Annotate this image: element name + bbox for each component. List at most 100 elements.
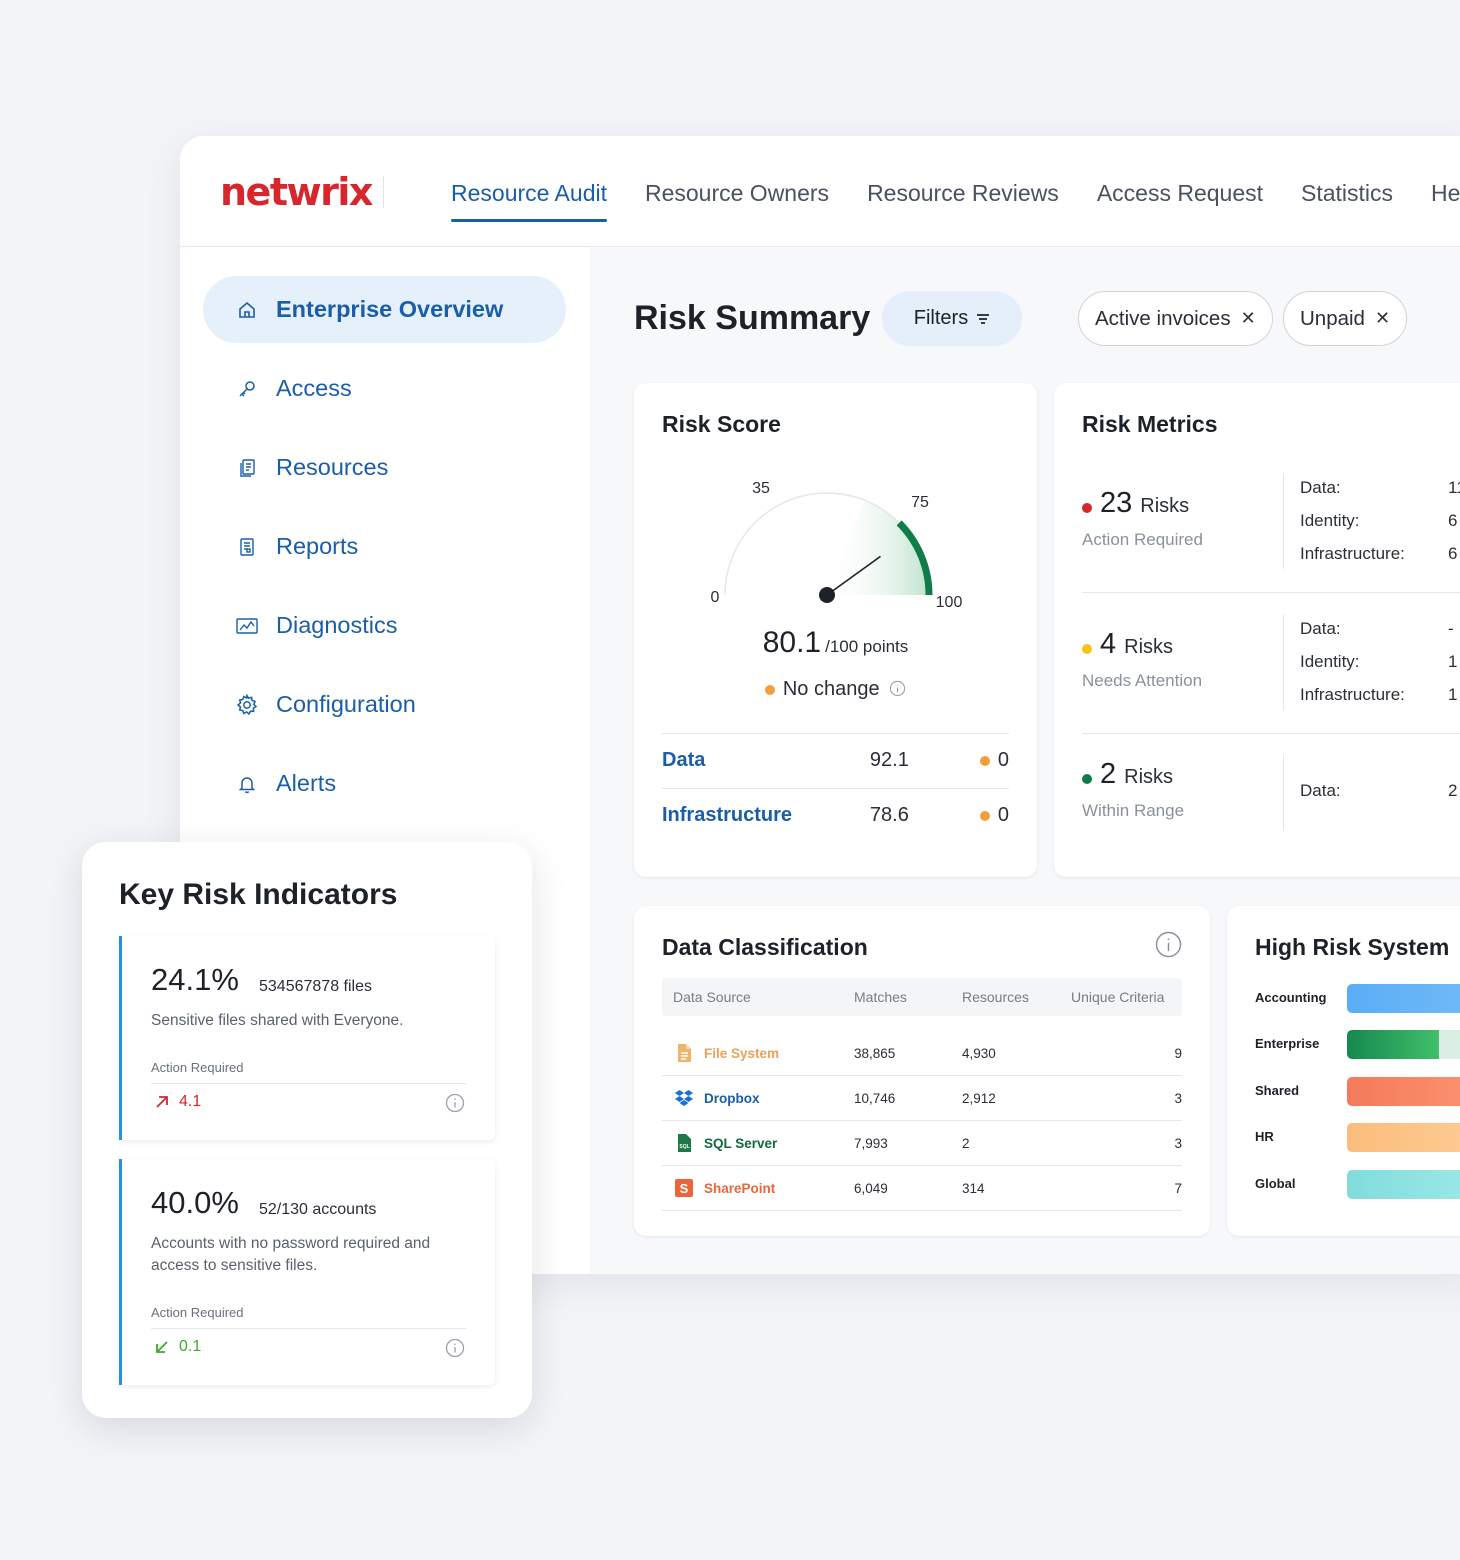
gauge-fill bbox=[827, 500, 929, 595]
sidebar-item-alerts[interactable]: Alerts bbox=[203, 750, 566, 817]
filter-chip-unpaid[interactable]: Unpaid ✕ bbox=[1283, 291, 1408, 346]
score-value: 80.1/100 points bbox=[634, 626, 1037, 660]
nav-resource-audit[interactable]: Resource Audit bbox=[451, 136, 607, 247]
kri-card[interactable]: 24.1% 534567878 files Sensitive files sh… bbox=[119, 936, 495, 1140]
filters-label: Filters bbox=[913, 307, 969, 329]
nav-resource-reviews[interactable]: Resource Reviews bbox=[867, 180, 1059, 206]
gauge-tick-label: 100 bbox=[936, 594, 963, 611]
sidebar-item-enterprise-overview[interactable]: Enterprise Overview bbox=[203, 276, 566, 343]
metric-word: Risks bbox=[1140, 495, 1190, 517]
nav-statistics[interactable]: Statistics bbox=[1301, 180, 1394, 206]
system-label: Global bbox=[1255, 1176, 1296, 1191]
score-row-value: 78.6 bbox=[869, 804, 909, 826]
sidebar-item-reports[interactable]: Reports bbox=[203, 513, 566, 580]
metric-details: Data: 11 Identity: 6 Infrastructure: 6 bbox=[1300, 471, 1460, 570]
metric-word: Risks bbox=[1124, 766, 1174, 788]
criteria-value: 9 bbox=[1174, 1046, 1182, 1061]
chip-label: Unpaid bbox=[1300, 306, 1365, 330]
main-content: Risk Summary Filters Active invoices ✕ U… bbox=[590, 247, 1460, 1274]
close-icon[interactable]: ✕ bbox=[1374, 308, 1391, 328]
info-icon[interactable] bbox=[445, 1093, 465, 1113]
info-icon[interactable] bbox=[1155, 931, 1182, 958]
risk-bar bbox=[1347, 1077, 1460, 1106]
table-row[interactable]: S SharePoint 6,049 314 7 bbox=[662, 1166, 1182, 1211]
home-icon bbox=[236, 299, 258, 321]
sidebar-item-label: Alerts bbox=[276, 770, 337, 796]
matches-value: 6,049 bbox=[854, 1181, 888, 1196]
trend-value: 4.1 bbox=[179, 1093, 202, 1110]
detail-key: Data: bbox=[1300, 781, 1341, 800]
data-source-name[interactable]: File System bbox=[704, 1046, 780, 1061]
table-row[interactable]: Dropbox 10,746 2,912 3 bbox=[662, 1076, 1182, 1121]
detail-key: Data: bbox=[1300, 478, 1341, 497]
sidebar-item-label: Access bbox=[276, 375, 352, 401]
data-source-name[interactable]: Dropbox bbox=[704, 1091, 760, 1106]
kri-description: Accounts with no password required and a… bbox=[151, 1235, 431, 1274]
divider bbox=[151, 1328, 466, 1329]
detail-value: 6 bbox=[1448, 511, 1458, 530]
detail-row: Infrastructure: 6 bbox=[1300, 537, 1460, 570]
table-row[interactable]: File System 38,865 4,930 9 bbox=[662, 1031, 1182, 1076]
netwrix-logo[interactable]: netwrix bbox=[220, 170, 373, 214]
sidebar-item-label: Reports bbox=[276, 533, 359, 559]
detail-row: Identity: 1 bbox=[1300, 645, 1460, 678]
detail-row: Identity: 6 bbox=[1300, 504, 1460, 537]
detail-row: Data: 2 bbox=[1300, 774, 1460, 807]
data-classification-card: Data Classification Data Source Matches … bbox=[634, 906, 1210, 1236]
data-source-name[interactable]: SharePoint bbox=[704, 1181, 776, 1196]
arrow-up-right-icon bbox=[156, 1096, 168, 1108]
sql-icon: SQL bbox=[678, 1134, 691, 1152]
column-header[interactable]: Data Source bbox=[673, 989, 751, 1005]
divider bbox=[1283, 614, 1284, 710]
change-value: 0 bbox=[997, 749, 1010, 771]
score-row-label[interactable]: Infrastructure bbox=[662, 804, 793, 826]
column-header[interactable]: Unique Criteria bbox=[1071, 989, 1165, 1005]
nav-resource-owners[interactable]: Resource Owners bbox=[644, 180, 830, 206]
risk-bar bbox=[1347, 984, 1460, 1013]
nav-help[interactable]: He bbox=[1431, 180, 1460, 206]
sidebar-item-resources[interactable]: Resources bbox=[203, 434, 566, 501]
detail-key: Data: bbox=[1300, 619, 1341, 638]
risk-bar bbox=[1347, 1123, 1460, 1152]
gauge-needle bbox=[826, 555, 881, 596]
detail-value: 11 bbox=[1448, 478, 1460, 497]
sidebar-item-diagnostics[interactable]: Diagnostics bbox=[203, 592, 566, 659]
column-header[interactable]: Resources bbox=[962, 989, 1029, 1005]
kri-card[interactable]: 40.0% 52/130 accounts Accounts with no p… bbox=[119, 1159, 495, 1385]
change-dot bbox=[979, 810, 990, 821]
column-header[interactable]: Matches bbox=[854, 989, 907, 1005]
metric-count: 4 bbox=[1100, 628, 1117, 660]
sidebar-item-configuration[interactable]: Configuration bbox=[203, 671, 566, 738]
trend-value: 0.1 bbox=[179, 1338, 202, 1355]
gear-icon bbox=[236, 693, 258, 716]
score-number: 80.1 bbox=[762, 626, 822, 659]
table-header: Data Source Matches Resources Unique Cri… bbox=[662, 978, 1182, 1016]
detail-value: 1 bbox=[1448, 685, 1458, 704]
nav-access-request[interactable]: Access Request bbox=[1096, 180, 1264, 206]
sidebar-item-access[interactable]: Access bbox=[203, 355, 566, 422]
criteria-value: 3 bbox=[1174, 1136, 1182, 1151]
kri-count: 534567878 files bbox=[259, 978, 372, 995]
top-bar: netwrix Resource Audit Resource Owners R… bbox=[180, 136, 1460, 247]
dropbox-icon bbox=[675, 1090, 693, 1106]
data-source-name[interactable]: SQL Server bbox=[704, 1136, 778, 1151]
criteria-value: 3 bbox=[1174, 1091, 1182, 1106]
score-row-label[interactable]: Data bbox=[662, 749, 706, 771]
metric-count: 2 bbox=[1100, 758, 1117, 790]
info-icon[interactable] bbox=[445, 1338, 465, 1358]
svg-text:SQL: SQL bbox=[679, 1144, 689, 1150]
info-icon[interactable] bbox=[889, 680, 906, 697]
table-row[interactable]: SQL SQL Server 7,993 2 3 bbox=[662, 1121, 1182, 1166]
gauge-hub bbox=[819, 587, 835, 603]
risk-metrics-card: Risk Metrics 23 Risks Action Required Dat… bbox=[1054, 383, 1460, 877]
close-icon[interactable]: ✕ bbox=[1240, 308, 1256, 328]
filters-button[interactable]: Filters bbox=[882, 291, 1022, 346]
status-dot bbox=[1082, 773, 1092, 784]
filter-chip-active-invoices[interactable]: Active invoices ✕ bbox=[1078, 291, 1273, 346]
divider bbox=[1082, 592, 1460, 593]
metric-details: Data: - Identity: 1 Infrastructure: 1 bbox=[1300, 612, 1460, 711]
sidebar-item-label: Enterprise Overview bbox=[276, 296, 504, 322]
gauge-tick-label: 0 bbox=[711, 589, 720, 606]
score-row-data: Data 92.1 0 bbox=[662, 733, 1009, 787]
status-dot bbox=[764, 684, 775, 695]
